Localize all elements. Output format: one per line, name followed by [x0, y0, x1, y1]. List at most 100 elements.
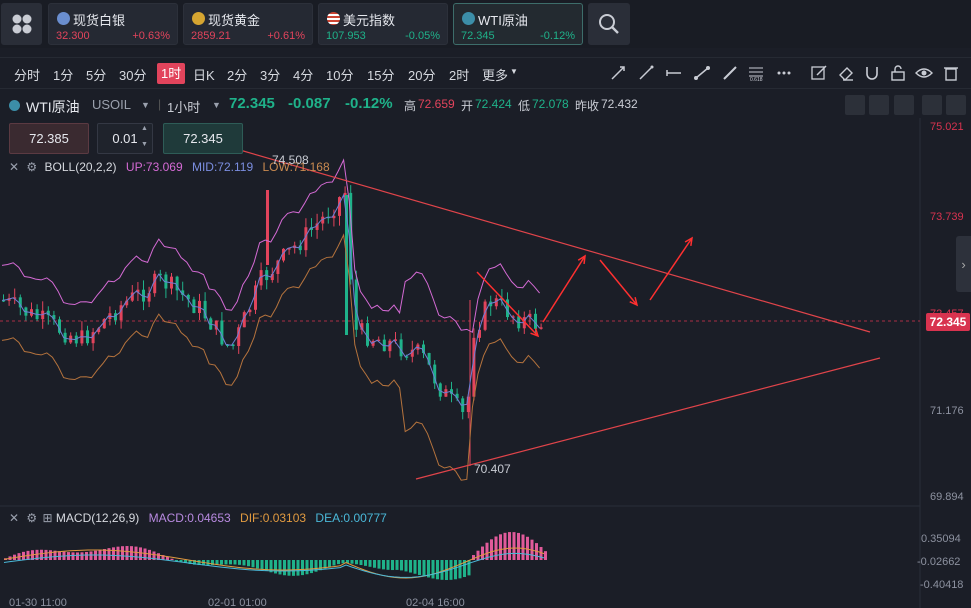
- macd-histogram-bar: [220, 560, 223, 565]
- macd-histogram-bar: [494, 536, 498, 560]
- price-chart[interactable]: [0, 118, 971, 608]
- period-tab[interactable]: 4分: [293, 68, 314, 83]
- chevron-down-icon[interactable]: ▼: [510, 67, 518, 76]
- macd-histogram-bar: [341, 560, 345, 564]
- segment-icon[interactable]: [693, 64, 711, 82]
- fullscreen-icon[interactable]: [922, 95, 942, 115]
- quote-price: 72.345: [461, 30, 495, 42]
- search-icon[interactable]: [588, 3, 630, 45]
- quote-card-wti[interactable]: WTI原油 72.345 -0.12%: [453, 3, 583, 45]
- close-icon[interactable]: [946, 95, 966, 115]
- quote-name: 现货白银: [73, 13, 126, 28]
- boll-mid: MID:72.119: [191, 160, 254, 174]
- eye-icon[interactable]: [915, 64, 933, 82]
- candle-body: [248, 309, 252, 313]
- high-label: 高: [404, 99, 417, 113]
- pen-icon[interactable]: [721, 64, 739, 82]
- lock-icon[interactable]: [889, 64, 907, 82]
- macd-histogram-bar: [449, 560, 453, 580]
- candle-body: [41, 310, 45, 320]
- close-icon[interactable]: ✕: [9, 511, 20, 525]
- macd-histogram-bar: [422, 560, 426, 577]
- stepper-down-icon[interactable]: ▼: [141, 141, 148, 148]
- arrow-head: [530, 328, 540, 338]
- candle-body: [13, 297, 17, 299]
- stepper-up-icon[interactable]: ▲: [141, 125, 148, 132]
- period-tab[interactable]: 2时: [449, 68, 470, 83]
- quote-card-gold[interactable]: 现货黄金 2859.21 +0.61%: [183, 3, 313, 45]
- settings-icon[interactable]: ⚙: [26, 511, 38, 525]
- support-trend-line: [415, 357, 881, 480]
- chevron-right-icon[interactable]: ›: [956, 236, 971, 292]
- magnet-icon[interactable]: [863, 64, 881, 82]
- sell-price-button[interactable]: 72.385: [9, 123, 89, 154]
- macd-histogram-bar: [346, 560, 349, 564]
- ray-line-icon[interactable]: [609, 64, 627, 82]
- macd-histogram-bar: [35, 549, 39, 560]
- macd-histogram-bar: [44, 549, 48, 560]
- candle-body: [254, 285, 257, 310]
- candle-body: [125, 300, 129, 306]
- period-tab[interactable]: 5分: [86, 68, 107, 83]
- interval-select[interactable]: 1小时: [167, 100, 201, 115]
- expand-icon[interactable]: ⊞: [42, 511, 53, 525]
- settings-icon[interactable]: ⚙: [26, 160, 38, 174]
- lot-size-input[interactable]: 0.01: [97, 123, 153, 154]
- period-tab[interactable]: 30分: [119, 68, 147, 83]
- draw-icon[interactable]: [869, 95, 889, 115]
- period-tab[interactable]: 15分: [367, 68, 395, 83]
- time-axis-label: 01-30 11:00: [9, 597, 67, 608]
- candle-body: [287, 248, 291, 250]
- macd-histogram-bar: [256, 560, 259, 569]
- candle-style-icon[interactable]: [894, 95, 914, 115]
- macd-histogram-bar: [251, 560, 255, 568]
- period-tab[interactable]: 日K: [193, 68, 215, 83]
- price-change-pct: -0.12%: [345, 95, 393, 112]
- chevron-down-icon[interactable]: ▼: [212, 100, 221, 110]
- edit-icon[interactable]: [810, 64, 828, 82]
- candle-body: [220, 320, 224, 345]
- delete-icon[interactable]: [942, 64, 960, 82]
- chevron-down-icon[interactable]: ▼: [141, 100, 150, 110]
- macd-histogram-bar: [116, 546, 120, 560]
- time-axis-label: 02-01 01:00: [208, 597, 267, 608]
- macd-histogram-bar: [184, 560, 187, 564]
- candle-body: [377, 339, 381, 342]
- macd-histogram-bar: [499, 534, 502, 560]
- candle-body: [534, 313, 537, 329]
- grid-menu-icon[interactable]: [1, 3, 42, 45]
- eraser-icon[interactable]: [837, 64, 855, 82]
- period-more[interactable]: 更多: [482, 68, 509, 83]
- macd-histogram-bar: [85, 551, 88, 560]
- period-tab[interactable]: 10分: [326, 68, 354, 83]
- period-tab[interactable]: 3分: [260, 68, 281, 83]
- fibonacci-icon[interactable]: 0.618: [747, 64, 765, 82]
- quote-card-silver[interactable]: 现货白银 32.300 +0.63%: [48, 3, 178, 45]
- quote-card-usd-index[interactable]: 美元指数 107.953 -0.05%: [318, 3, 448, 45]
- period-tab[interactable]: 分时: [14, 68, 41, 83]
- period-tab[interactable]: 2分: [227, 68, 248, 83]
- macd-histogram-bar: [472, 555, 475, 560]
- macd-histogram-bar: [503, 532, 507, 560]
- horizontal-line-icon[interactable]: [665, 64, 683, 82]
- macd-histogram-bar: [382, 560, 385, 570]
- candle-body: [181, 290, 185, 295]
- period-tab[interactable]: 1分: [53, 68, 74, 83]
- chart-type-icon[interactable]: [845, 95, 865, 115]
- divider: |: [158, 97, 162, 111]
- period-tab[interactable]: 20分: [408, 68, 436, 83]
- buy-price-button[interactable]: 72.345: [163, 123, 243, 154]
- macd-histogram-bar: [368, 560, 372, 567]
- trend-line-icon[interactable]: [637, 64, 655, 82]
- arrow-head: [684, 236, 693, 247]
- more-dots-icon[interactable]: [775, 64, 793, 82]
- candle-body: [321, 216, 325, 224]
- symbol-name[interactable]: WTI原油: [26, 99, 80, 115]
- macd-axis-label: -0.02662: [917, 556, 961, 568]
- candle-body: [466, 396, 470, 413]
- close-icon[interactable]: ✕: [9, 160, 20, 174]
- macd-histogram-bar: [274, 560, 277, 574]
- period-tab-active[interactable]: 1时: [157, 63, 186, 84]
- macd-histogram-bar: [134, 546, 138, 560]
- symbol-code[interactable]: USOIL: [92, 97, 132, 112]
